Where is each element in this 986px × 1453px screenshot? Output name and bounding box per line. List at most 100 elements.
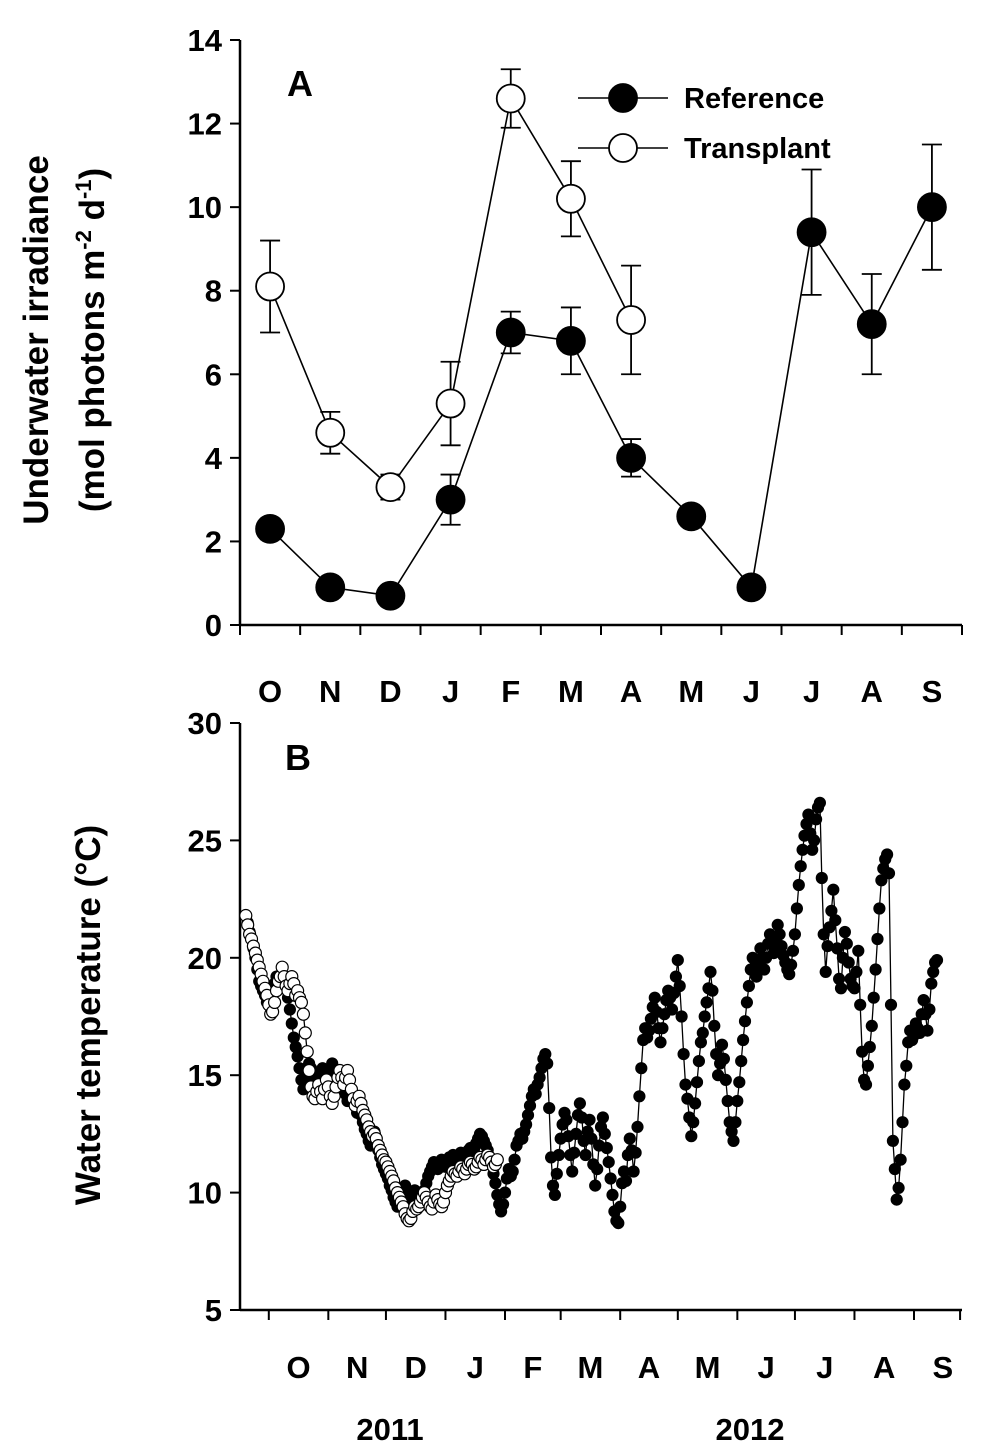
ylabel-pre: (mol photons m xyxy=(73,250,112,512)
reference-point xyxy=(863,1040,876,1054)
y-tick-label: 5 xyxy=(205,1293,222,1328)
x-tick-label: A xyxy=(873,1350,895,1385)
reference-point xyxy=(792,878,805,892)
reference-point xyxy=(648,991,661,1004)
reference-point xyxy=(758,963,771,976)
y-tick-label: 8 xyxy=(205,274,222,309)
reference-point xyxy=(690,1076,704,1089)
reference-point xyxy=(819,965,832,979)
reference-point xyxy=(861,1059,875,1072)
transplant-point xyxy=(495,83,526,114)
x-tick-label: J xyxy=(743,674,760,709)
reference-point xyxy=(815,871,828,885)
reference-point xyxy=(736,1033,750,1047)
reference-line xyxy=(269,206,933,597)
panel-b-y-ticks: 5 10 15 20 25 30 xyxy=(188,706,240,1328)
y-tick-label: 15 xyxy=(188,1058,222,1093)
y-tick-label: 2 xyxy=(205,524,222,559)
transplant-point xyxy=(556,183,586,214)
year-label-2011: 2011 xyxy=(356,1412,423,1447)
ylabel-sup-2: -1 xyxy=(71,179,96,199)
transplant-point xyxy=(294,995,308,1010)
panel-b-label: B xyxy=(285,737,311,778)
reference-point xyxy=(685,1130,698,1143)
transplant-point xyxy=(255,271,285,302)
x-tick-label: M xyxy=(578,1350,604,1385)
reference-point xyxy=(831,942,844,955)
reference-point xyxy=(727,1134,740,1148)
reference-point xyxy=(616,442,646,473)
reference-point xyxy=(619,1174,633,1188)
x-tick-label: F xyxy=(523,1350,542,1385)
ylabel-mid: d xyxy=(73,199,112,230)
reference-point xyxy=(719,1073,732,1087)
reference-point xyxy=(867,991,880,1004)
reference-point xyxy=(838,925,852,939)
reference-point xyxy=(612,1216,625,1230)
x-tick-label: A xyxy=(861,674,883,709)
x-tick-label: D xyxy=(379,674,401,709)
panel-b-series xyxy=(239,796,944,1230)
reference-point xyxy=(556,325,586,356)
reference-point xyxy=(875,874,888,887)
x-tick-label: M xyxy=(558,674,584,709)
x-tick-label: D xyxy=(405,1350,427,1385)
x-tick-label: A xyxy=(638,1350,660,1385)
reference-point xyxy=(852,944,865,957)
reference-point xyxy=(840,937,853,950)
panel-a: A Underwater irradiance (mol photons m-2… xyxy=(17,23,963,709)
reference-point xyxy=(675,1010,688,1023)
reference-point xyxy=(729,1116,742,1129)
x-tick-label: O xyxy=(258,674,282,709)
y-tick-label: 20 xyxy=(188,941,222,976)
reference-point xyxy=(788,928,802,941)
transplant-point xyxy=(375,472,406,503)
reference-point xyxy=(602,1155,615,1169)
reference-point xyxy=(925,977,938,990)
reference-point xyxy=(677,1047,690,1061)
reference-point xyxy=(623,1132,636,1145)
reference-point xyxy=(854,998,867,1011)
reference-point xyxy=(829,914,842,927)
reference-point xyxy=(738,1015,752,1028)
panel-b-ylabel: Water temperature (°C) xyxy=(69,825,108,1205)
reference-point xyxy=(606,1188,619,1202)
reference-point xyxy=(656,1022,669,1035)
reference-point xyxy=(869,963,882,976)
reference-point xyxy=(614,1200,627,1213)
reference-point xyxy=(715,1038,729,1051)
reference-point xyxy=(633,1090,646,1103)
x-tick-label: M xyxy=(678,674,704,709)
reference-point xyxy=(842,956,855,969)
reference-point xyxy=(873,902,886,915)
reference-point xyxy=(698,1010,711,1023)
reference-point xyxy=(848,982,861,995)
transplant-point xyxy=(296,1007,310,1021)
reference-point xyxy=(807,834,821,847)
reference-point xyxy=(880,848,894,861)
reference-point xyxy=(871,932,884,946)
reference-point xyxy=(671,953,684,967)
reference-point xyxy=(921,1024,934,1037)
legend-marker-reference xyxy=(608,83,638,113)
reference-point xyxy=(892,1181,905,1195)
reference-point xyxy=(890,1193,903,1206)
reference-point xyxy=(784,958,798,971)
reference-point xyxy=(255,513,285,544)
reference-point xyxy=(834,982,848,995)
reference-point xyxy=(585,1132,598,1145)
reference-point xyxy=(498,1186,512,1199)
reference-point xyxy=(882,867,896,880)
x-tick-label: J xyxy=(816,1350,833,1385)
series-transplant xyxy=(239,908,504,1228)
reference-point xyxy=(489,1177,502,1190)
transplant-point xyxy=(298,1026,312,1040)
reference-point xyxy=(917,993,930,1007)
transplant-point xyxy=(315,417,346,448)
transplant-point xyxy=(490,1153,504,1167)
reference-point xyxy=(635,1062,648,1075)
x-tick-label: S xyxy=(932,1350,953,1385)
panel-a-series xyxy=(255,68,947,611)
